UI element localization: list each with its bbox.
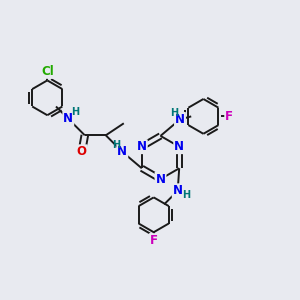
Text: F: F [150,234,158,247]
Text: Cl: Cl [41,65,54,78]
Text: N: N [173,184,183,197]
Text: F: F [225,110,233,123]
Text: N: N [63,112,73,125]
Text: N: N [174,140,184,153]
Text: H: H [71,107,79,117]
Text: N: N [117,145,127,158]
Text: N: N [155,172,166,186]
Text: N: N [175,113,185,126]
Text: H: H [170,108,179,118]
Text: O: O [77,145,87,158]
Text: H: H [112,140,120,150]
Text: N: N [137,140,147,153]
Text: H: H [182,190,190,200]
